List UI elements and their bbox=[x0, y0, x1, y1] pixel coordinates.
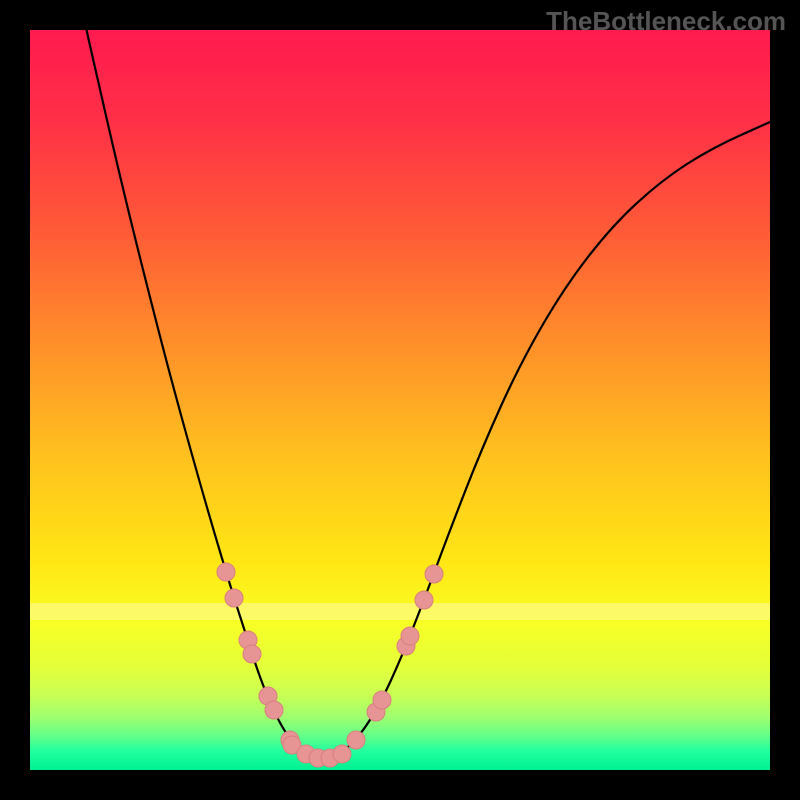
data-marker bbox=[243, 645, 261, 663]
data-marker bbox=[217, 563, 235, 581]
data-marker bbox=[333, 745, 351, 763]
curve-overlay bbox=[30, 30, 770, 770]
data-marker bbox=[225, 589, 243, 607]
plot-area bbox=[30, 30, 770, 770]
data-marker bbox=[425, 565, 443, 583]
watermark-text: TheBottleneck.com bbox=[546, 6, 786, 37]
data-marker bbox=[415, 591, 433, 609]
data-marker bbox=[347, 731, 365, 749]
data-marker bbox=[265, 701, 283, 719]
data-marker bbox=[373, 691, 391, 709]
bottleneck-curve bbox=[82, 30, 770, 758]
data-marker bbox=[401, 627, 419, 645]
